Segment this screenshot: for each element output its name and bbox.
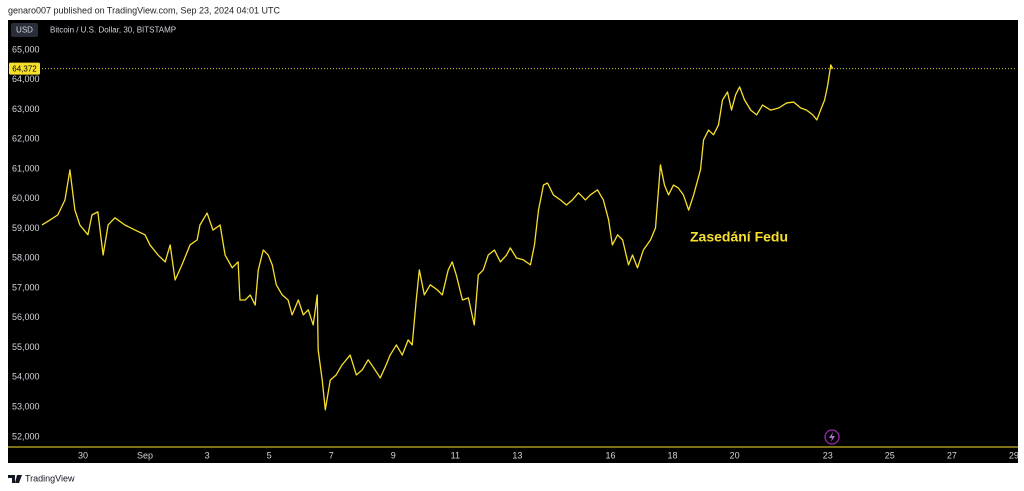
x-tick-label: 16 — [605, 450, 615, 460]
y-tick-label: 62,000 — [12, 134, 40, 144]
x-tick-label: 25 — [885, 450, 895, 460]
event-icon[interactable] — [824, 429, 840, 445]
x-tick-label: 5 — [267, 450, 272, 460]
y-tick-label: 65,000 — [12, 44, 40, 54]
brand: TradingView — [25, 473, 75, 483]
x-tick-label: 27 — [947, 450, 957, 460]
event-icon-bolt — [829, 432, 835, 442]
last-price-box — [9, 62, 40, 75]
price-line — [41, 64, 834, 411]
y-tick-label: 61,000 — [12, 163, 40, 173]
x-tick-label: 23 — [823, 450, 833, 460]
x-tick-label: 20 — [730, 450, 740, 460]
x-tick-label: 3 — [205, 450, 210, 460]
y-tick-label: 59,000 — [12, 223, 40, 233]
x-tick-label: Sep — [137, 450, 153, 460]
y-tick-label: 57,000 — [12, 282, 40, 292]
y-tick-label: 54,000 — [12, 372, 40, 382]
y-tick-label: 60,000 — [12, 193, 40, 203]
x-tick-label: 30 — [78, 450, 88, 460]
y-tick-label: 64,000 — [12, 74, 40, 84]
x-tick-label: 9 — [391, 450, 396, 460]
y-tick-label: 53,000 — [12, 401, 40, 411]
last-price-label: 64,372 — [12, 64, 37, 73]
y-tick-label: 55,000 — [12, 342, 40, 352]
byline: genaro007 published on TradingView.com, … — [8, 5, 281, 15]
x-tick-label: 18 — [668, 450, 678, 460]
currency-box — [11, 23, 38, 37]
chart-background — [8, 20, 1018, 463]
x-tick-label: 7 — [329, 450, 334, 460]
y-tick-label: 63,000 — [12, 104, 40, 114]
chart-title: Bitcoin / U.S. Dollar, 30, BITSTAMP — [50, 26, 176, 35]
brand-icon — [8, 475, 22, 483]
y-tick-label: 56,000 — [12, 312, 40, 322]
x-tick-label: 29 — [1009, 450, 1019, 460]
annotation: Zasedání Fedu — [690, 229, 788, 245]
currency: USD — [16, 26, 33, 35]
footer-logo: TradingView — [8, 473, 75, 483]
x-tick-label: 13 — [512, 450, 522, 460]
y-tick-label: 58,000 — [12, 253, 40, 263]
y-tick-label: 52,000 — [12, 431, 40, 441]
x-tick-label: 11 — [451, 450, 460, 460]
